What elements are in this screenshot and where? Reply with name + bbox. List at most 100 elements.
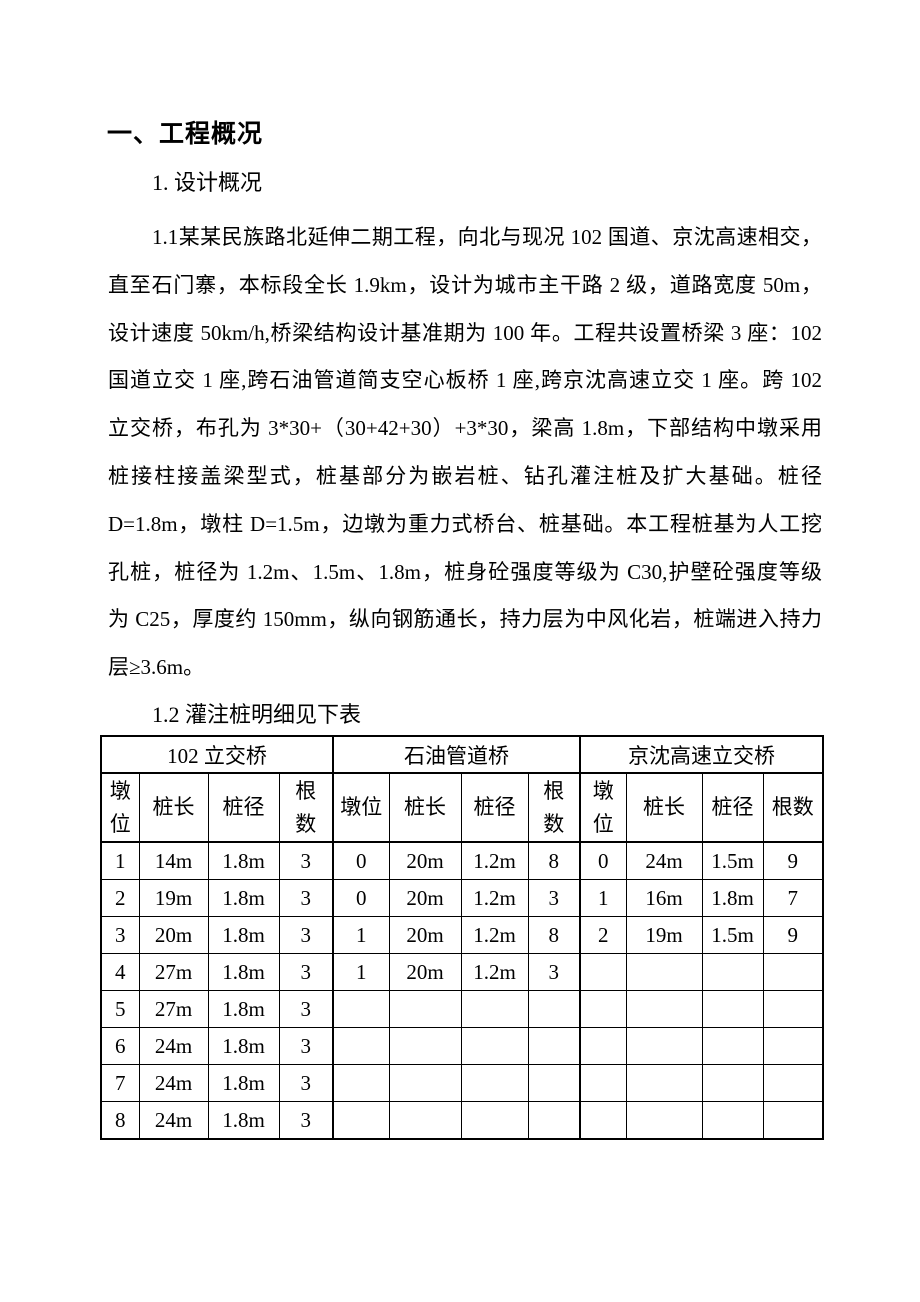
table-cell: 1.8m [207, 879, 280, 917]
table-cell: 1.2m [460, 953, 529, 991]
table-cell: 19m [625, 916, 703, 954]
table-cell [701, 953, 764, 991]
table-cell [388, 990, 462, 1028]
table-cell: 1.8m [207, 1027, 280, 1065]
table-cell [388, 1027, 462, 1065]
page-title: 一、工程概况 [107, 121, 264, 148]
table-cell [701, 1101, 764, 1140]
table-cell [579, 1101, 627, 1140]
table-cell: 1.5m [701, 916, 764, 954]
table-cell: 9 [762, 916, 824, 954]
table-cell: 8 [100, 1101, 140, 1140]
table-row: 5 27m 1.8m 3 [100, 990, 824, 1028]
table-row: 2 19m 1.8m 3 0 20m 1.2m 3 1 16m 1.8m 7 [100, 879, 824, 917]
paragraph-line: 为 C25，厚度约 150mm，纵向钢筋通长，持力层为中风化岩，桩端进入持力 [108, 607, 822, 632]
table-cell: 14m [138, 841, 209, 880]
col-header: 桩长 [625, 772, 703, 843]
table-cell: 1 [332, 916, 390, 954]
table-cell: 1.8m [207, 1101, 280, 1140]
table-cell: 3 [278, 1064, 334, 1102]
col-header: 根 数 [527, 772, 581, 843]
table-cell [625, 1101, 703, 1140]
group-header-102-bridge: 102 立交桥 [100, 735, 334, 774]
table-cell [579, 953, 627, 991]
table-cell [762, 990, 824, 1028]
table-cell [579, 1064, 627, 1102]
table-column-header-row: 墩 位 桩长 桩径 根 数 墩位 桩长 桩径 根 数 墩 位 桩长 桩径 根数 [100, 772, 824, 843]
table-cell: 3 [278, 990, 334, 1028]
table-cell: 1.5m [701, 841, 764, 880]
table-cell: 0 [332, 879, 390, 917]
table-cell: 0 [579, 841, 627, 880]
col-header: 根数 [762, 772, 824, 843]
table-row: 4 27m 1.8m 3 1 20m 1.2m 3 [100, 953, 824, 991]
table-cell [579, 990, 627, 1028]
col-header: 墩 位 [579, 772, 627, 843]
group-header-pipeline-bridge: 石油管道桥 [332, 735, 581, 774]
table-cell [388, 1064, 462, 1102]
paragraph-line: 直至石门寨，本标段全长 1.9km，设计为城市主干路 2 级，道路宽度 50m， [108, 272, 822, 297]
table-cell [332, 1064, 390, 1102]
table-cell [527, 1064, 581, 1102]
table-cell [332, 990, 390, 1028]
table-cell: 7 [100, 1064, 140, 1102]
table-cell: 1 [100, 841, 140, 880]
table-cell: 1.8m [207, 990, 280, 1028]
table-cell: 16m [625, 879, 703, 917]
table-cell: 20m [388, 916, 462, 954]
table-cell [527, 1027, 581, 1065]
table-cell [460, 1101, 529, 1140]
table-cell [625, 953, 703, 991]
paragraph-line: 桩接柱接盖梁型式，桩基部分为嵌岩桩、钻孔灌注桩及扩大基础。桩径 [108, 463, 822, 488]
table-cell: 1.2m [460, 916, 529, 954]
paragraph-line: 1.1某某民族路北延伸二期工程，向北与现况 102 国道、京沈高速相交， [152, 225, 822, 249]
table-group-header-row: 102 立交桥 石油管道桥 京沈高速立交桥 [100, 735, 824, 774]
table-cell: 3 [278, 841, 334, 880]
paragraph-line: 孔桩，桩径为 1.2m、1.5m、1.8m，桩身砼强度等级为 C30,护壁砼强度… [108, 559, 822, 584]
table-row: 3 20m 1.8m 3 1 20m 1.2m 8 2 19m 1.5m 9 [100, 916, 824, 954]
table-cell: 1.8m [207, 1064, 280, 1102]
table-cell: 1.2m [460, 879, 529, 917]
table-cell: 20m [388, 879, 462, 917]
table-cell: 1 [579, 879, 627, 917]
table-row: 8 24m 1.8m 3 [100, 1101, 824, 1140]
table-cell: 5 [100, 990, 140, 1028]
table-cell: 24m [138, 1027, 209, 1065]
table-cell: 3 [278, 1027, 334, 1065]
table-cell: 3 [527, 879, 581, 917]
col-header: 桩长 [138, 772, 209, 843]
table-cell: 8 [527, 916, 581, 954]
table-cell: 0 [332, 841, 390, 880]
table-cell [527, 1101, 581, 1140]
table-cell [332, 1027, 390, 1065]
table-cell: 19m [138, 879, 209, 917]
paragraph-line: 国道立交 1 座,跨石油管道简支空心板桥 1 座,跨京沈高速立交 1 座。跨 1… [108, 368, 822, 393]
table-cell [625, 990, 703, 1028]
table-cell: 27m [138, 990, 209, 1028]
paragraph-line: D=1.8m，墩柱 D=1.5m，边墩为重力式桥台、桩基础。本工程桩基为人工挖 [108, 511, 822, 536]
table-cell: 20m [388, 953, 462, 991]
paragraph-line: 层≥3.6m。 [108, 655, 205, 680]
table-cell: 3 [278, 953, 334, 991]
design-overview-paragraph: 1.1某某民族路北延伸二期工程，向北与现况 102 国道、京沈高速相交， 直至石… [108, 214, 822, 692]
table-cell: 1.8m [207, 953, 280, 991]
table-cell: 6 [100, 1027, 140, 1065]
table-cell: 24m [138, 1101, 209, 1140]
table-cell: 1 [332, 953, 390, 991]
col-header: 桩径 [460, 772, 529, 843]
table-cell: 20m [138, 916, 209, 954]
group-header-jingshen-bridge: 京沈高速立交桥 [579, 735, 824, 774]
col-header: 墩位 [332, 772, 390, 843]
table-row: 1 14m 1.8m 3 0 20m 1.2m 8 0 24m 1.5m 9 [100, 841, 824, 880]
table-cell: 24m [625, 841, 703, 880]
table-cell [701, 990, 764, 1028]
col-header: 桩长 [388, 772, 462, 843]
table-cell: 27m [138, 953, 209, 991]
table-cell: 7 [762, 879, 824, 917]
table-cell [625, 1064, 703, 1102]
table-row: 7 24m 1.8m 3 [100, 1064, 824, 1102]
table-cell [625, 1027, 703, 1065]
table-cell: 1.2m [460, 841, 529, 880]
table-cell [762, 1064, 824, 1102]
